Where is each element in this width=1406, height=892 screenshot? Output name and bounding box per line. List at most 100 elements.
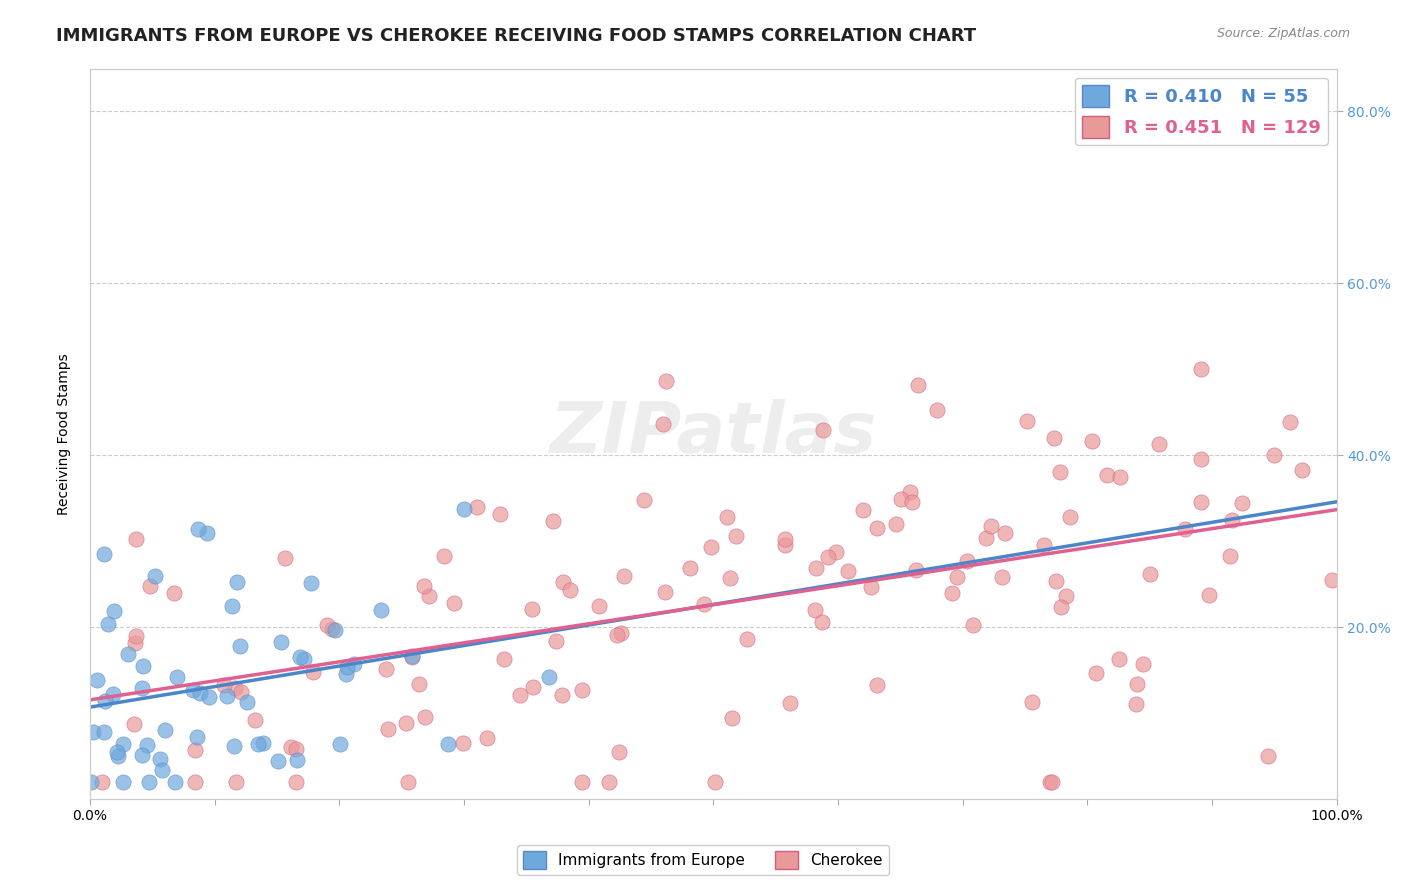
Point — [489, 507, 512, 521]
Point — [721, 711, 744, 725]
Point — [1174, 522, 1197, 536]
Point — [803, 603, 825, 617]
Point — [285, 775, 308, 789]
Point — [285, 742, 308, 756]
Point — [280, 739, 302, 754]
Point — [1095, 467, 1118, 482]
Point — [598, 775, 620, 789]
Point — [375, 662, 398, 676]
Point — [980, 518, 1002, 533]
Point — [343, 657, 366, 671]
Point — [93, 725, 115, 739]
Point — [131, 681, 153, 695]
Point — [1081, 434, 1104, 448]
Point — [395, 716, 418, 731]
Point — [187, 522, 209, 536]
Point — [898, 485, 921, 500]
Point — [97, 616, 120, 631]
Point — [1322, 573, 1344, 587]
Point — [292, 652, 315, 666]
Point — [132, 659, 155, 673]
Point — [905, 564, 928, 578]
Point — [323, 623, 346, 637]
Point — [541, 514, 564, 528]
Point — [111, 737, 134, 751]
Point — [1084, 665, 1107, 680]
Point — [221, 599, 243, 613]
Point — [136, 738, 159, 752]
Y-axis label: Receiving Food Stamps: Receiving Food Stamps — [58, 353, 72, 515]
Point — [651, 417, 673, 432]
Point — [195, 525, 218, 540]
Point — [181, 682, 204, 697]
Point — [1040, 775, 1063, 789]
Point — [1108, 652, 1130, 666]
Point — [408, 677, 430, 691]
Text: ZIPatlas: ZIPatlas — [550, 400, 877, 468]
Point — [124, 532, 146, 546]
Point — [907, 378, 929, 392]
Legend: Immigrants from Europe, Cherokee: Immigrants from Europe, Cherokee — [517, 845, 889, 875]
Point — [901, 495, 924, 509]
Point — [613, 569, 636, 583]
Point — [654, 584, 676, 599]
Point — [588, 599, 610, 614]
Point — [890, 492, 912, 507]
Point — [79, 775, 101, 789]
Point — [1059, 510, 1081, 524]
Point — [571, 775, 593, 789]
Point — [299, 576, 322, 591]
Point — [718, 571, 741, 585]
Point — [370, 603, 392, 617]
Point — [465, 500, 488, 514]
Point — [274, 551, 297, 566]
Point — [494, 651, 516, 665]
Point — [1189, 361, 1212, 376]
Point — [773, 538, 796, 552]
Point — [335, 667, 357, 681]
Point — [143, 569, 166, 583]
Point — [93, 547, 115, 561]
Point — [197, 690, 219, 704]
Point — [443, 596, 465, 610]
Point — [955, 554, 977, 568]
Point — [225, 775, 247, 789]
Point — [1191, 451, 1213, 466]
Point — [101, 687, 124, 701]
Point — [93, 693, 115, 707]
Point — [860, 580, 883, 594]
Point — [163, 586, 186, 600]
Point — [551, 689, 574, 703]
Point — [700, 540, 723, 554]
Point — [1219, 549, 1241, 564]
Point — [103, 604, 125, 618]
Point — [941, 586, 963, 600]
Point — [107, 748, 129, 763]
Point — [90, 775, 112, 789]
Point — [520, 602, 543, 616]
Point — [122, 716, 145, 731]
Point — [125, 629, 148, 643]
Point — [86, 673, 108, 688]
Point — [811, 615, 834, 629]
Point — [1291, 463, 1313, 477]
Point — [329, 737, 352, 751]
Point — [453, 502, 475, 516]
Point — [1039, 775, 1062, 789]
Point — [165, 775, 187, 789]
Point — [377, 723, 399, 737]
Point — [925, 403, 948, 417]
Point — [222, 739, 245, 754]
Point — [1232, 496, 1254, 510]
Point — [693, 597, 716, 611]
Point — [188, 686, 211, 700]
Point — [509, 688, 531, 702]
Point — [703, 775, 725, 789]
Point — [725, 529, 748, 543]
Point — [1043, 431, 1066, 445]
Text: Source: ZipAtlas.com: Source: ZipAtlas.com — [1216, 27, 1350, 40]
Point — [288, 650, 311, 665]
Point — [607, 745, 630, 759]
Point — [105, 745, 128, 759]
Point — [716, 509, 738, 524]
